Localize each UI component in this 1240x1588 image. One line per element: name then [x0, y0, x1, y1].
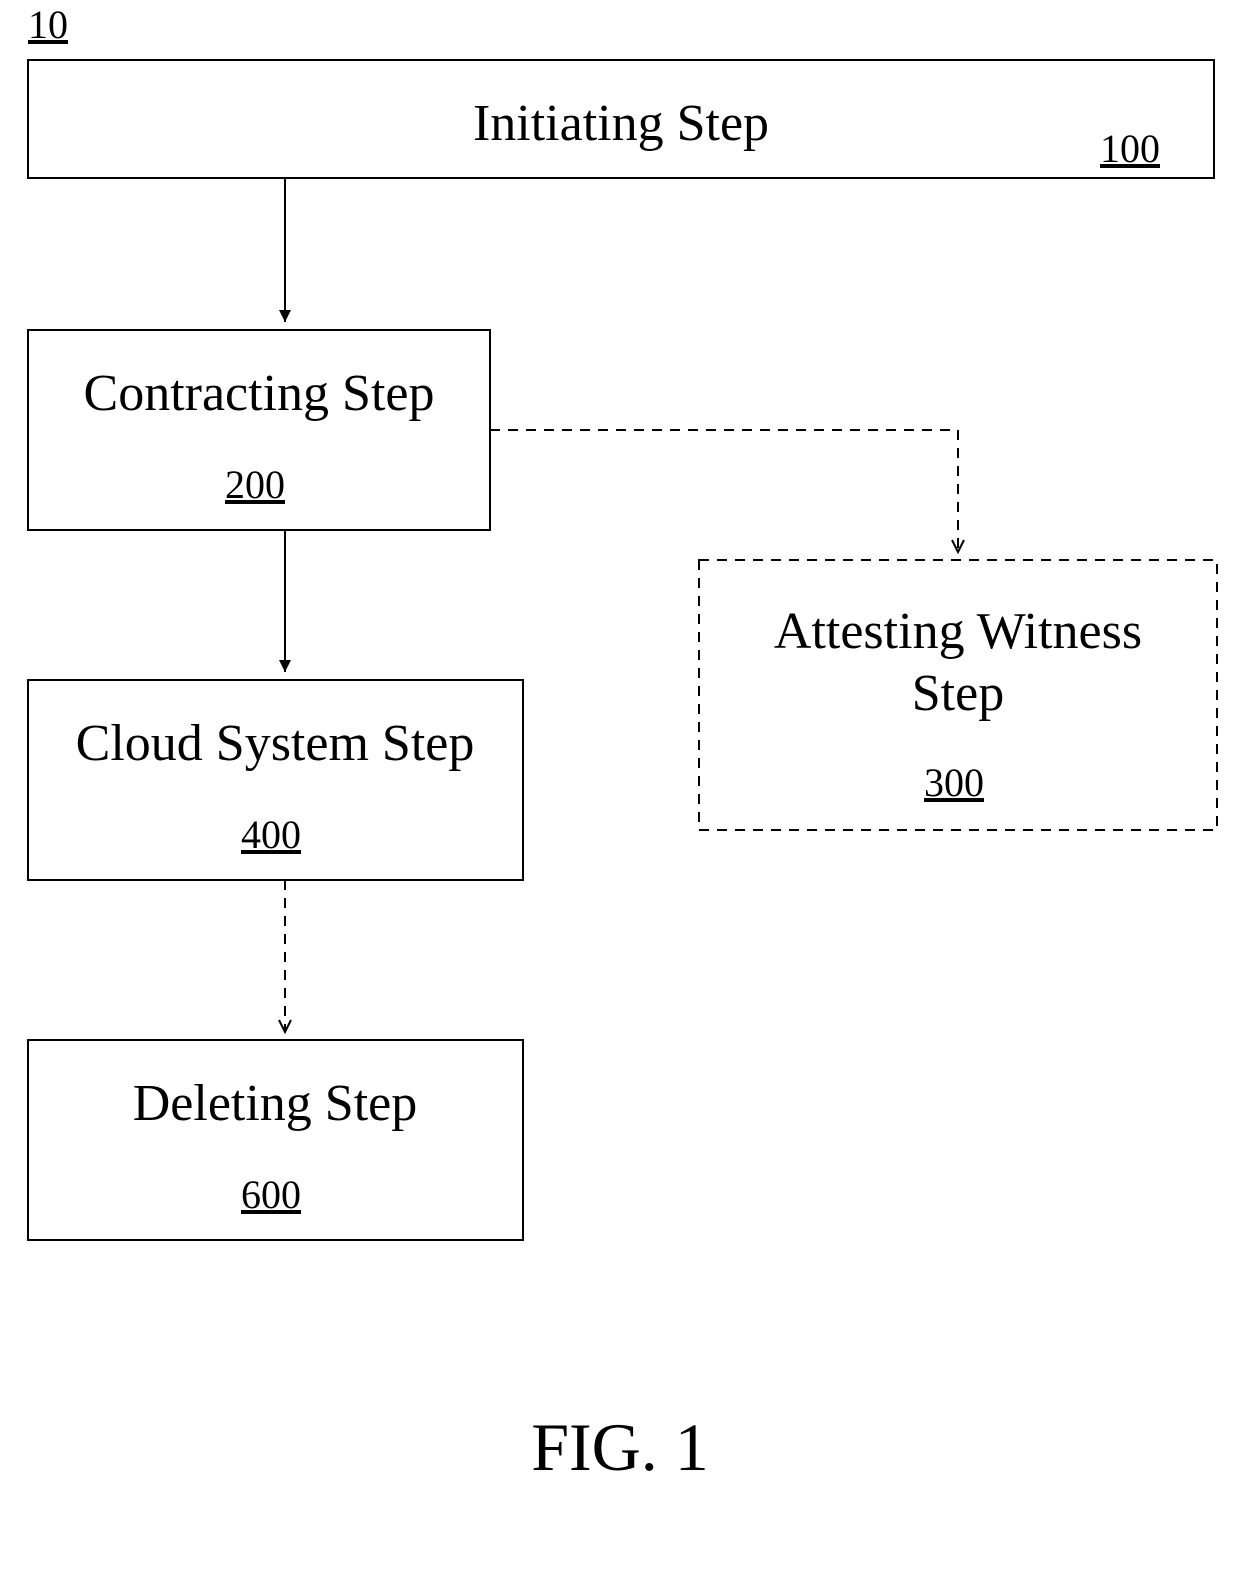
- node-initiating: Initiating Step 100: [28, 60, 1214, 178]
- node-cloud-ref: 400: [241, 812, 301, 857]
- node-attesting-label-line1: Attesting Witness: [774, 603, 1142, 660]
- node-deleting-ref: 600: [241, 1172, 301, 1217]
- node-attesting: Attesting Witness Step 300: [699, 560, 1217, 830]
- flowchart-figure: 10 Initiating Step 100 Contracting Step …: [0, 0, 1240, 1588]
- node-attesting-ref: 300: [924, 760, 984, 805]
- node-deleting-label: Deleting Step: [133, 1075, 418, 1132]
- node-contracting-ref: 200: [225, 462, 285, 507]
- figure-caption: FIG. 1: [531, 1409, 709, 1485]
- figure-outer-ref: 10: [28, 2, 68, 47]
- node-initiating-label: Initiating Step: [473, 95, 769, 152]
- node-contracting: Contracting Step 200: [28, 330, 490, 530]
- node-attesting-label-line2: Step: [912, 665, 1004, 722]
- node-deleting: Deleting Step 600: [28, 1040, 523, 1240]
- node-initiating-ref: 100: [1100, 126, 1160, 171]
- node-contracting-label: Contracting Step: [84, 365, 435, 422]
- edge-contracting-to-attesting: [490, 430, 958, 552]
- node-cloud: Cloud System Step 400: [28, 680, 523, 880]
- node-cloud-label: Cloud System Step: [76, 715, 475, 772]
